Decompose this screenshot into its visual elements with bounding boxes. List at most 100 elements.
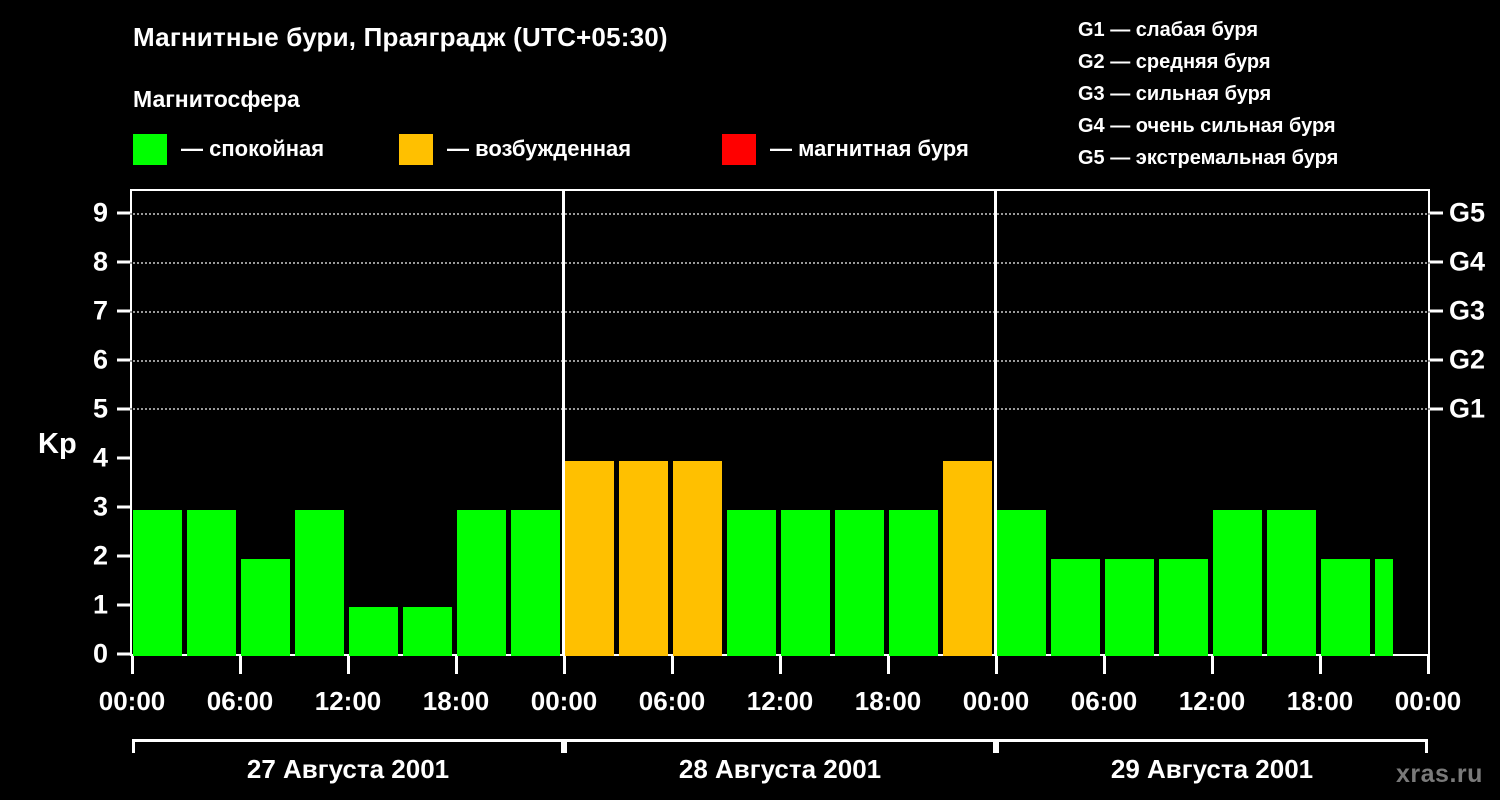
bar[interactable] [942,461,992,656]
x-tick-label-8: 00:00 [962,686,1030,716]
legend-item-unsettled: — возбужденная [399,133,631,165]
bar[interactable] [402,607,452,656]
page-title: Магнитные бури, Праяградж (UTC+05:30) [133,22,668,52]
bar[interactable] [1374,558,1394,656]
y-tick-label-0: 0 [92,638,108,669]
x-tick-label-11: 18:00 [1286,686,1354,716]
g-tick-mark-G4 [1430,260,1443,264]
day-label-3: 29 Августа 2001 [1110,754,1314,784]
day-separator-2 [994,189,997,656]
x-tick-mark-11 [1318,656,1322,674]
x-tick-mark-1 [238,656,242,674]
y-tick-mark-6 [117,358,130,362]
bar[interactable] [294,509,344,656]
x-tick-label-9: 06:00 [1070,686,1138,716]
x-tick-mark-8 [994,656,998,674]
x-tick-label-4: 00:00 [530,686,598,716]
bar[interactable] [1050,558,1100,656]
x-tick-mark-12 [1426,656,1430,674]
g-scale-row-2: G2 — средняя буря [1078,51,1271,73]
day-bracket-2 [564,739,996,753]
y-tick-mark-5 [117,407,130,411]
g-tick-mark-G5 [1430,211,1443,215]
bar[interactable] [132,509,182,656]
day-label-2: 28 Августа 2001 [678,754,882,784]
x-tick-mark-2 [346,656,350,674]
g-tick-label-G3: G3 [1449,295,1486,326]
bar[interactable] [564,461,614,656]
legend-label-storm: — магнитная буря [770,136,969,161]
bar[interactable] [1104,558,1154,656]
g-tick-mark-G1 [1430,407,1443,411]
bar[interactable] [1212,509,1262,656]
day-separator-1 [562,189,565,656]
x-tick-label-12: 00:00 [1394,686,1462,716]
y-tick-mark-9 [117,211,130,215]
x-tick-label-3: 18:00 [422,686,490,716]
x-tick-label-5: 06:00 [638,686,706,716]
x-tick-label-1: 06:00 [206,686,274,716]
plot-area [130,189,1430,656]
gridline-kp-5 [130,408,1430,411]
bar[interactable] [1266,509,1316,656]
x-tick-label-10: 12:00 [1178,686,1246,716]
legend-item-storm: — магнитная буря [722,133,969,165]
legend-label-unsettled: — возбужденная [447,136,632,161]
bar[interactable] [996,509,1046,656]
x-tick-mark-9 [1102,656,1106,674]
x-tick-mark-7 [886,656,890,674]
y-tick-label-7: 7 [92,295,108,326]
bar[interactable] [348,607,398,656]
bar[interactable] [1320,558,1370,656]
y-tick-label-6: 6 [92,344,108,375]
x-tick-mark-5 [670,656,674,674]
gridline-kp-8 [130,262,1430,265]
g-scale-legend: G1 — слабая буря G2 — средняя буря G3 — си… [1078,14,1338,174]
g-scale-row-1: G1 — слабая буря [1078,19,1259,41]
gridline-kp-7 [130,310,1430,313]
legend-label-quiet: — спокойная [181,136,325,161]
bar[interactable] [834,509,884,656]
bar[interactable] [780,509,830,656]
y-tick-mark-4 [117,456,130,460]
bar[interactable] [186,509,236,656]
watermark: xras.ru [1396,760,1483,788]
x-tick-mark-6 [778,656,782,674]
g-scale-row-3: G3 — сильная буря [1078,83,1272,105]
y-tick-label-1: 1 [92,589,108,620]
magnetosphere-heading: Магнитосфера [133,86,300,112]
bar-series [130,189,1430,656]
y-tick-mark-7 [117,309,130,313]
bar[interactable] [1158,558,1208,656]
legend-swatch-unsettled [399,133,433,165]
g-scale-row-5: G5 — экстремальная буря [1078,147,1339,169]
x-tick-label-7: 18:00 [854,686,922,716]
x-tick-mark-4 [562,656,566,674]
x-tick-mark-10 [1210,656,1214,674]
g-tick-mark-G2 [1430,358,1443,362]
y-tick-mark-3 [117,505,130,509]
y-tick-label-5: 5 [92,393,108,424]
legend-swatch-storm [722,133,756,165]
bar[interactable] [888,509,938,656]
bar[interactable] [618,461,668,656]
g-tick-label-G1: G1 [1449,393,1486,424]
y-axis-label: Kp [38,428,77,460]
gridline-kp-9 [130,213,1430,216]
bar[interactable] [510,509,560,656]
x-tick-mark-0 [130,656,134,674]
x-tick-label-2: 12:00 [314,686,382,716]
y-tick-label-9: 9 [92,197,108,228]
g-scale-row-4: G4 — очень сильная буря [1078,115,1336,137]
legend-swatch-quiet [133,133,167,165]
bar[interactable] [456,509,506,656]
bar[interactable] [240,558,290,656]
y-tick-mark-1 [117,603,130,607]
y-tick-mark-8 [117,260,130,264]
bar[interactable] [672,461,722,656]
x-tick-label-6: 12:00 [746,686,814,716]
bar[interactable] [726,509,776,656]
g-tick-label-G4: G4 [1449,246,1486,277]
day-bracket-1 [132,739,564,753]
